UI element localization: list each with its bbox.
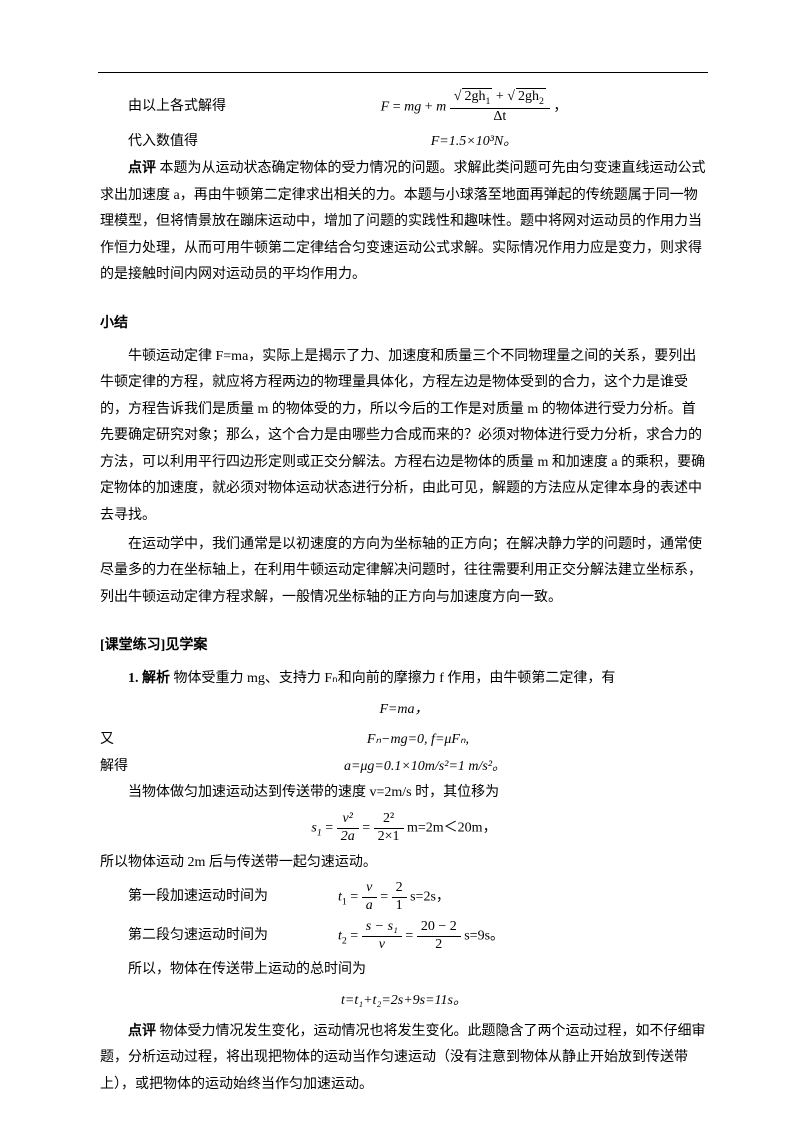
dianping-2: 点评 物体受力情况发生变化，运动情况也将发生变化。此题隐含了两个运动过程，如不仔… — [100, 1019, 708, 1099]
eq-Fma: F=ma， — [100, 697, 708, 724]
t2-tail: s=9s。 — [464, 928, 504, 943]
dianping-text-2: 物体受力情况发生变化，运动情况也将发生变化。此题隐含了两个运动过程，如不仔细审题… — [100, 1024, 706, 1092]
eq-total: t=t₁+t₂=2s+9s=11s。 — [100, 988, 708, 1015]
eq-line-you: 又 Fₙ−mg=0, f=μFₙ, — [100, 727, 708, 754]
formula-t2: t2 = s − s₁v = 20 − 22 s=9s。 — [296, 919, 708, 954]
xiaojie-heading: 小结 — [100, 311, 708, 338]
derive-label-2: 代入数值得 — [100, 129, 240, 156]
eq3: a=μg=0.1×10m/s²=1 m/s²。 — [142, 754, 708, 781]
s1-tail: m=2m＜20m， — [407, 821, 497, 836]
xiaojie-para2: 在运动学中，我们通常是以初速度的方向为坐标轴的正方向；在解决静力学的问题时，通常… — [100, 532, 708, 612]
para-suoyi2: 所以，物体在传送带上运动的总时间为 — [100, 957, 708, 984]
dianping-label-1: 点评 — [128, 161, 156, 176]
item1-num: 1. — [128, 671, 139, 686]
dianping-label-2: 点评 — [128, 1024, 156, 1039]
line-t2: 第二段匀速运动时间为 t2 = s − s₁v = 20 − 22 s=9s。 — [100, 919, 708, 954]
formula-t1: t1 = va = 21 s=2s， — [296, 880, 708, 915]
label-jiede: 解得 — [100, 754, 142, 781]
xiaojie-para1: 牛顿运动定律 F=ma，实际上是揭示了力、加速度和质量三个不同物理量之间的关系，… — [100, 344, 708, 530]
dianping-text-1: 本题为从运动状态确定物体的受力情况的问题。求解此类问题可先由匀变速直线运动公式求… — [100, 161, 706, 282]
item1-jiexi-label: 解析 — [142, 671, 170, 686]
item1-jiexi: 1. 解析 物体受重力 mg、支持力 Fₙ和向前的摩擦力 f 作用，由牛顿第二定… — [100, 666, 708, 693]
formula-s1: s1 = v²2a = 2²2×1 m=2m＜20m， — [100, 811, 708, 846]
item1-jiexi-text: 物体受重力 mg、支持力 Fₙ和向前的摩擦力 f 作用，由牛顿第二定律，有 — [170, 671, 615, 686]
label-t2: 第二段匀速运动时间为 — [100, 923, 296, 950]
lianxi-heading: [课堂练习]见学案 — [100, 633, 708, 660]
label-t1: 第一段加速运动时间为 — [100, 884, 296, 911]
page-content: 由以上各式解得 F = mg + m 2gh1 + 2gh2 Δt ， 代入数值… — [100, 89, 708, 1098]
label-you: 又 — [100, 727, 128, 754]
derive-value-2: F=1.5×10³N。 — [240, 129, 708, 156]
dianping-1: 点评 本题为从运动状态确定物体的受力情况的问题。求解此类问题可先由匀变速直线运动… — [100, 156, 708, 289]
eq-line-jiede: 解得 a=μg=0.1×10m/s²=1 m/s²。 — [100, 754, 708, 781]
derive-label-1: 由以上各式解得 — [100, 94, 240, 121]
eq2: Fₙ−mg=0, f=μFₙ, — [128, 727, 708, 754]
formula-F: F = mg + m 2gh1 + 2gh2 Δt ， — [240, 89, 708, 125]
derive-line-1: 由以上各式解得 F = mg + m 2gh1 + 2gh2 Δt ， — [100, 89, 708, 125]
para-suoyi1: 所以物体运动 2m 后与传送带一起匀速运动。 — [100, 850, 708, 877]
derive-line-2: 代入数值得 F=1.5×10³N。 — [100, 129, 708, 156]
line-t1: 第一段加速运动时间为 t1 = va = 21 s=2s， — [100, 880, 708, 915]
page-top-rule — [98, 72, 708, 73]
t1-tail: s=2s， — [410, 890, 450, 905]
para-dang: 当物体做匀加速运动达到传送带的速度 v=2m/s 时，其位移为 — [100, 780, 708, 807]
